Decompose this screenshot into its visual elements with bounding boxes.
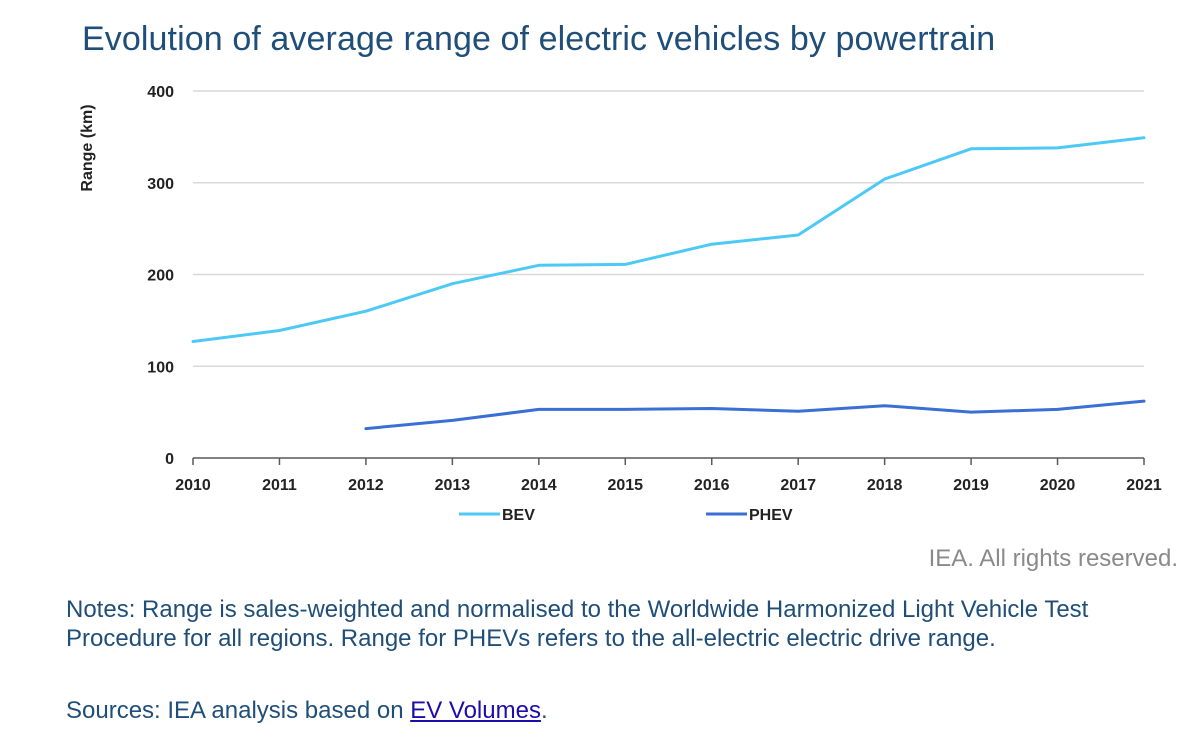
x-tick-label: 2013 xyxy=(435,477,471,494)
x-tick-label: 2017 xyxy=(780,477,816,494)
chart-title: Evolution of average range of electric v… xyxy=(82,20,996,58)
x-tick-label: 2010 xyxy=(175,477,211,494)
series-line-phev xyxy=(364,399,1146,431)
x-tick-label: 2011 xyxy=(262,477,297,494)
series-lines xyxy=(191,136,1146,431)
y-tick-label: 400 xyxy=(147,84,174,101)
x-tick-label: 2018 xyxy=(867,477,903,494)
chart-notes: Notes: Range is sales-weighted and norma… xyxy=(66,596,1089,652)
sources-prefix: Sources: IEA analysis based on xyxy=(66,697,411,724)
ev-volumes-link[interactable]: EV Volumes xyxy=(410,697,541,724)
copyright-notice: IEA. All rights reserved. xyxy=(928,545,1178,572)
x-tick-labels: 2010 2011 2012 2013 2014 2015 2016 2017 2018 2019… xyxy=(175,477,1162,494)
y-axis-label: Range (km) xyxy=(79,104,96,191)
x-tick-label: 2021 xyxy=(1126,477,1162,494)
legend: BEV PHEV xyxy=(459,507,793,524)
y-tick-labels: 0 100 200 300 400 xyxy=(147,84,174,468)
x-tick-label: 2015 xyxy=(607,477,643,494)
x-tick-label: 2020 xyxy=(1040,477,1076,494)
legend-label-bev: BEV xyxy=(502,507,535,524)
x-tick-label: 2014 xyxy=(521,477,557,494)
x-tick-label: 2016 xyxy=(694,477,730,494)
y-tick-label: 200 xyxy=(147,268,174,285)
gridlines xyxy=(192,90,1145,465)
chart-sources: Sources: IEA analysis based on EV Volume… xyxy=(66,697,548,725)
sources-suffix: . xyxy=(540,697,548,724)
y-tick-label: 300 xyxy=(147,176,174,193)
x-tick-label: 2019 xyxy=(953,477,989,494)
y-tick-label: 0 xyxy=(165,451,174,468)
series-line-bev xyxy=(191,136,1146,343)
legend-label-phev: PHEV xyxy=(749,507,793,524)
y-tick-label: 100 xyxy=(147,359,174,376)
x-tick-label: 2012 xyxy=(348,477,384,494)
